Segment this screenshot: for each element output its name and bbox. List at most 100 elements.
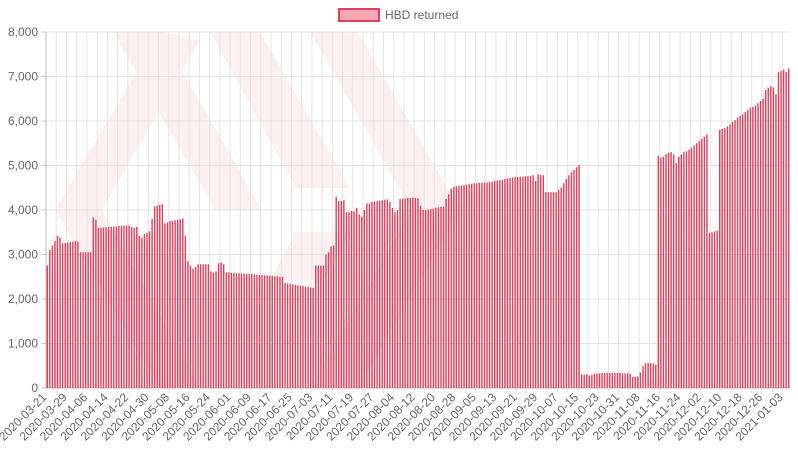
bar: [718, 129, 721, 388]
bar: [148, 231, 151, 388]
bar: [767, 87, 769, 389]
bar: [84, 252, 87, 388]
bar: [596, 373, 598, 388]
bar: [399, 198, 401, 389]
bar: [624, 373, 626, 388]
bar: [401, 198, 404, 389]
bar: [772, 87, 775, 389]
bar: [118, 226, 120, 388]
bar: [568, 175, 570, 388]
bar: [389, 201, 391, 388]
bar: [384, 199, 386, 388]
legend[interactable]: HBD returned: [338, 8, 458, 22]
bar: [376, 201, 378, 388]
bar: [125, 225, 128, 388]
bar: [514, 177, 516, 388]
bar: [386, 199, 389, 388]
y-tick-label: 2,000: [8, 292, 38, 306]
bar: [281, 276, 284, 388]
bar: [777, 72, 780, 389]
bar: [240, 273, 243, 388]
bar: [655, 364, 657, 388]
bar: [729, 124, 731, 388]
bar: [56, 235, 59, 388]
bar: [299, 285, 302, 388]
bar: [381, 200, 383, 388]
bar: [427, 209, 429, 388]
bar: [621, 373, 624, 388]
bar: [253, 274, 256, 388]
bar: [724, 128, 726, 388]
bar: [524, 176, 527, 388]
bar: [317, 265, 319, 389]
bar: [246, 274, 248, 388]
bar: [532, 175, 534, 388]
bar: [667, 153, 670, 388]
bar: [470, 183, 473, 388]
bar: [754, 105, 757, 389]
bar: [115, 226, 118, 388]
bar: [358, 214, 360, 388]
bar: [614, 372, 616, 388]
bar: [72, 241, 74, 388]
bar: [355, 207, 358, 388]
bar: [481, 182, 483, 388]
bar: [506, 178, 509, 388]
bar: [79, 252, 82, 388]
bar: [547, 192, 550, 388]
bar: [414, 197, 417, 388]
bar: [734, 120, 736, 389]
bar: [494, 181, 496, 388]
bar: [432, 208, 435, 388]
bar: [578, 165, 580, 388]
bar: [583, 374, 585, 388]
bar: [202, 264, 204, 388]
bar: [593, 373, 596, 388]
y-tick-label: 7,000: [8, 70, 38, 84]
bar: [550, 192, 552, 388]
bar: [747, 109, 749, 389]
bar: [156, 205, 158, 388]
bar: [120, 226, 123, 388]
bar: [688, 149, 690, 388]
bar: [770, 86, 772, 388]
bar: [166, 222, 169, 388]
bar: [276, 276, 279, 388]
bar: [713, 231, 716, 388]
bar: [404, 198, 406, 388]
bar: [87, 252, 89, 388]
bar: [289, 283, 291, 388]
bar: [320, 265, 322, 389]
bar: [606, 372, 608, 388]
bar: [465, 184, 468, 388]
bar: [189, 265, 192, 389]
bar: [407, 197, 409, 388]
bar: [353, 211, 355, 388]
bar: [373, 201, 376, 388]
bar: [511, 177, 514, 388]
bar: [680, 154, 683, 389]
bar: [248, 274, 250, 388]
bar: [235, 273, 238, 388]
bar: [412, 197, 414, 388]
bar: [82, 252, 84, 388]
bar: [626, 373, 629, 388]
bar: [123, 225, 125, 388]
bar: [394, 212, 396, 388]
bar: [105, 227, 107, 388]
bar: [143, 234, 146, 388]
bar: [286, 283, 289, 388]
bar: [649, 363, 652, 388]
bar: [90, 252, 92, 388]
bar: [527, 176, 529, 388]
bar: [233, 272, 235, 388]
bar: [263, 275, 266, 388]
bar: [519, 176, 521, 389]
bar: [557, 189, 560, 388]
bar: [762, 98, 764, 388]
bar: [315, 265, 317, 389]
bar: [542, 175, 544, 388]
bar: [312, 287, 314, 389]
bar: [598, 373, 601, 388]
bar: [637, 376, 639, 388]
